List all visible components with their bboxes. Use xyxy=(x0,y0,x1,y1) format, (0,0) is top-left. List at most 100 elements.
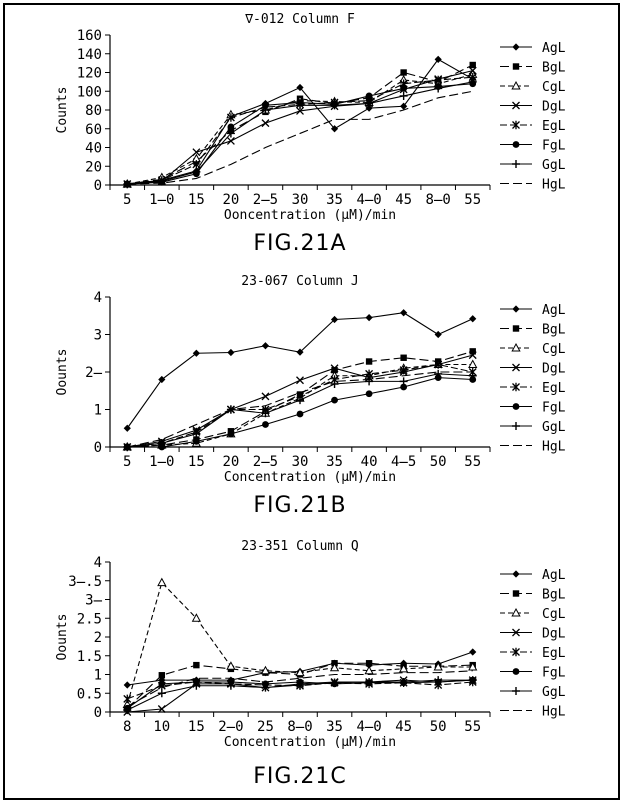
page-frame xyxy=(3,3,620,800)
x-tick-label: 25 xyxy=(257,719,274,735)
data-point-marker xyxy=(512,668,520,675)
legend-entry-DgL: DgL xyxy=(500,627,566,642)
data-point-marker xyxy=(365,377,374,386)
data-point-marker xyxy=(330,125,339,133)
data-point-marker xyxy=(192,437,200,445)
data-point-marker xyxy=(192,681,201,690)
data-point-marker xyxy=(512,403,520,410)
legend-label: CgL xyxy=(542,80,566,95)
y-tick-label: 4 xyxy=(94,555,102,571)
x-tick-label: 45 xyxy=(395,719,412,735)
data-point-marker xyxy=(226,661,236,670)
y-tick-label: 4 xyxy=(94,290,102,306)
y-tick-label: 1.5 xyxy=(77,649,102,665)
data-point-marker xyxy=(399,365,408,375)
x-tick-label: 1̶0 xyxy=(149,192,174,208)
chart-title: ∇-012 Column F xyxy=(244,12,355,27)
data-point-marker xyxy=(296,410,304,418)
data-point-marker xyxy=(330,380,339,388)
data-point-marker xyxy=(123,424,131,432)
data-point-marker xyxy=(296,396,304,405)
data-point-marker xyxy=(226,129,235,138)
data-point-marker xyxy=(193,661,200,669)
data-point-marker xyxy=(468,77,477,86)
series-line xyxy=(127,363,473,448)
legend-label: BgL xyxy=(542,61,566,76)
x-tick-label: 50 xyxy=(430,719,447,735)
series-HgL xyxy=(127,670,473,707)
x-tick-label: 15 xyxy=(188,192,205,208)
figure-caption-21b: FIG.21B xyxy=(253,493,347,518)
x-tick-label: 35 xyxy=(326,454,343,470)
legend-entry-AgL: AgL xyxy=(500,41,566,56)
data-point-marker xyxy=(158,680,166,688)
figure-caption-21c: FIG.21C xyxy=(253,764,347,789)
x-tick-label: 40 xyxy=(361,454,378,470)
data-point-marker xyxy=(261,683,270,692)
y-tick-label: 60 xyxy=(85,122,102,138)
legend-label: HgL xyxy=(542,440,566,455)
legend-label: EgL xyxy=(542,646,566,661)
data-point-marker xyxy=(296,83,304,92)
data-point-marker xyxy=(399,377,408,386)
data-point-marker xyxy=(226,113,235,122)
legend-label: EgL xyxy=(542,119,566,134)
chart-panel-21b: 23-067 Column J 4 3 2̶ 1 0 5 1̶0 15 20 2̶5 30 35 40 4̶… xyxy=(55,274,566,485)
x-tick-label: 55 xyxy=(464,192,481,208)
data-point-marker xyxy=(365,660,373,667)
data-point-marker xyxy=(512,43,520,51)
legend-entry-AgL: AgL xyxy=(500,568,566,583)
x-tick-label: 2̶5 xyxy=(253,454,278,470)
x-tick-label: 20 xyxy=(222,454,239,470)
series-line xyxy=(127,670,473,707)
legend-entry-DgL: DgL xyxy=(500,362,566,377)
y-tick-label: 3̶ xyxy=(85,593,102,609)
series-CgL xyxy=(122,577,478,708)
data-point-marker xyxy=(227,348,235,357)
data-point-marker xyxy=(331,396,338,404)
data-point-marker xyxy=(469,61,476,69)
legend-entry-AgL: AgL xyxy=(500,303,566,318)
y-tick-label: 160 xyxy=(77,28,102,44)
x-tick-label: 30 xyxy=(292,454,309,470)
legend-label: DgL xyxy=(542,100,566,115)
legend-entry-BgL: BgL xyxy=(500,588,566,603)
legend-label: FgL xyxy=(542,401,566,416)
legend-entry-CgL: CgL xyxy=(500,80,566,95)
chart-title: 23-067 Column J xyxy=(241,274,358,289)
y-tick-label: 0 xyxy=(94,178,102,194)
x-tick-label: 8̶0 xyxy=(426,192,451,208)
data-point-marker xyxy=(365,314,373,322)
data-point-marker xyxy=(330,101,339,110)
data-point-marker xyxy=(469,315,477,323)
data-point-marker xyxy=(512,120,520,130)
x-tick-label: 1̶0 xyxy=(149,454,174,470)
x-tick-label: 45 xyxy=(395,192,412,208)
x-tick-label: 8̶0 xyxy=(287,719,312,735)
x-tick-label: 55 xyxy=(464,719,481,735)
x-axis-title: Concentration (μM)/min xyxy=(224,470,396,485)
x-tick-label: 50 xyxy=(430,454,447,470)
data-point-marker xyxy=(469,648,477,656)
legend-label: AgL xyxy=(542,303,566,318)
y-tick-label: 0.5 xyxy=(77,686,102,702)
series-line xyxy=(127,371,473,448)
data-point-marker xyxy=(192,148,201,157)
data-point-marker xyxy=(296,101,304,110)
data-point-marker xyxy=(434,330,442,339)
x-axis-title: Concentration (μM)/min xyxy=(224,735,396,750)
y-tick-label: 100 xyxy=(77,84,102,100)
data-point-marker xyxy=(157,177,166,186)
y-tick-label: 3 xyxy=(94,328,102,344)
data-point-marker xyxy=(262,421,269,428)
data-point-marker xyxy=(330,678,339,687)
x-tick-label: 4̶0 xyxy=(356,719,381,735)
data-point-marker xyxy=(123,681,131,689)
x-tick-label: 35 xyxy=(326,192,343,208)
y-tick-label: 3̶.5 xyxy=(68,574,102,590)
data-point-marker xyxy=(434,75,443,85)
legend-entry-DgL: DgL xyxy=(500,100,566,115)
series-line xyxy=(127,90,473,185)
y-tick-label: 1 xyxy=(94,668,102,684)
data-point-marker xyxy=(365,390,373,398)
